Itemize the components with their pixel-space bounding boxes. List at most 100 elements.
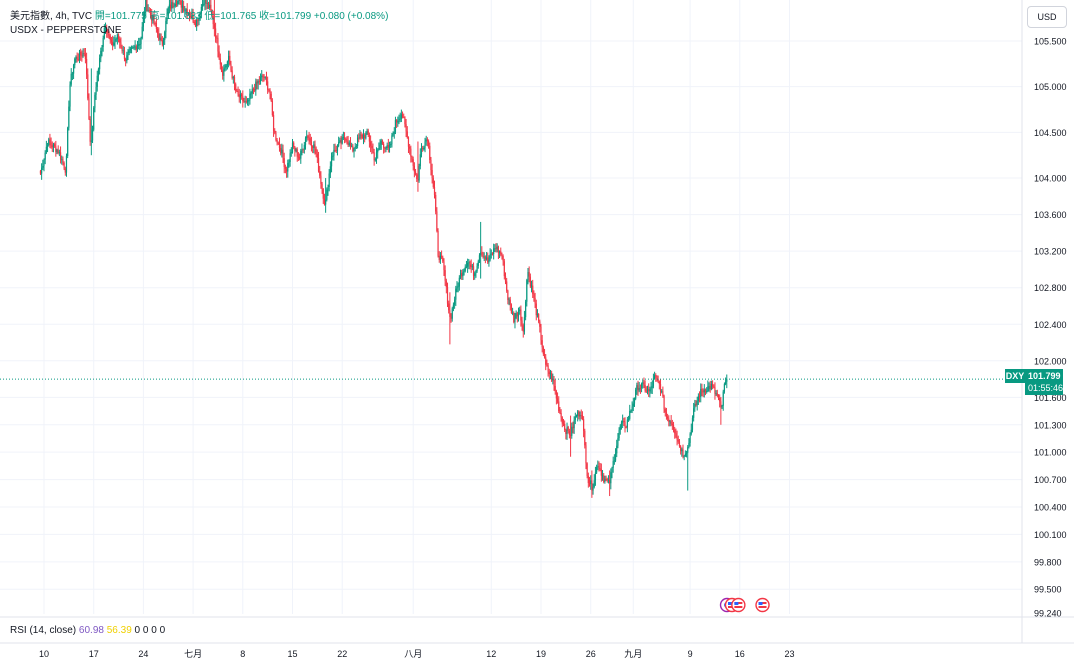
candle-up	[577, 411, 579, 416]
candle-down	[598, 466, 600, 469]
candle-up	[255, 81, 257, 91]
price-tick-label: 99.240	[1034, 609, 1062, 619]
candle-up	[341, 137, 343, 144]
candle-down	[509, 299, 511, 305]
candle-up	[377, 149, 379, 153]
candle-down	[161, 40, 163, 45]
candle-up	[246, 100, 249, 102]
candle-up	[127, 52, 129, 56]
candle-up	[327, 187, 329, 190]
candle-down	[407, 137, 410, 147]
candle-up	[342, 137, 344, 139]
candle-up	[162, 40, 165, 45]
price-axis[interactable]: 105.500 105.000 104.500 104.000 103.600 103.2…	[1034, 37, 1067, 619]
candle-down	[219, 58, 221, 65]
candle-down	[510, 304, 513, 313]
candle-up	[706, 390, 708, 392]
candle-down	[513, 312, 515, 323]
candle-up	[386, 144, 388, 149]
candle-up	[703, 389, 705, 393]
candle-up	[328, 173, 330, 188]
candle-down	[521, 320, 523, 326]
candle-up	[463, 270, 465, 272]
time-axis[interactable]: 10 17 24 七月 8 15 22 八月 12 19 26 九月 9 16 23	[39, 649, 795, 659]
candle-down	[236, 90, 238, 92]
candle-up	[330, 156, 333, 167]
candle-down	[149, 10, 152, 15]
symbol-label[interactable]: 美元指數, 4h, TVC	[10, 11, 93, 22]
candle-up	[48, 139, 50, 145]
candle-down	[299, 157, 301, 159]
candle-up	[597, 466, 599, 468]
candle-up	[184, 9, 186, 11]
candle-down	[698, 396, 701, 398]
candle-down	[643, 382, 645, 385]
candle-down	[370, 141, 372, 146]
candle-up	[400, 114, 402, 119]
price-tick-label: 103.200	[1034, 247, 1067, 257]
candle-down	[63, 162, 65, 169]
candle-down	[410, 148, 412, 157]
candle-up	[174, 4, 176, 6]
candle-down	[559, 411, 561, 414]
candle-down	[88, 98, 90, 119]
candle-down	[587, 475, 589, 484]
candle-down	[564, 423, 566, 430]
candle-up	[329, 166, 331, 174]
candle-down	[561, 417, 563, 424]
candle-up	[707, 386, 709, 391]
candle-down	[284, 166, 286, 169]
candle-down	[170, 4, 172, 9]
candle-up	[94, 94, 96, 108]
time-tick-label: 19	[536, 649, 546, 659]
candle-down	[373, 152, 375, 161]
candle-up	[145, 0, 147, 12]
candle-down	[671, 423, 673, 426]
candle-up	[355, 145, 357, 147]
candle-down	[80, 51, 82, 56]
candle-up	[129, 48, 131, 51]
candle-down	[656, 376, 658, 380]
candle-down	[648, 388, 650, 392]
candle-up	[362, 134, 365, 138]
price-tick-label: 102.800	[1034, 283, 1067, 293]
currency-button[interactable]: USD	[1027, 6, 1067, 28]
candle-up	[261, 75, 263, 78]
candle-up	[394, 120, 397, 132]
candle-up	[42, 165, 44, 168]
candle-down	[361, 134, 363, 138]
candle-down	[235, 84, 237, 91]
candle-up	[159, 37, 161, 40]
candle-down	[87, 74, 89, 99]
us-flag-icon[interactable]	[731, 597, 746, 613]
candle-up	[97, 69, 100, 76]
candle-down	[283, 158, 285, 167]
event-markers[interactable]	[719, 597, 770, 613]
candle-down	[51, 145, 53, 148]
candle-down	[229, 55, 231, 65]
rsi-legend[interactable]: RSI (14, close) 60.98 56.39 0 0 0 0	[10, 625, 165, 636]
candle-down	[522, 325, 524, 332]
candle-up	[590, 480, 592, 485]
candle-down	[272, 115, 275, 131]
candle-down	[469, 262, 471, 265]
candle-up	[99, 58, 101, 70]
us-flag-icon[interactable]	[755, 597, 770, 613]
candle-down	[308, 137, 310, 139]
candle-up	[354, 146, 356, 149]
candle-down	[334, 149, 336, 151]
candle-up	[288, 161, 290, 164]
candle-down	[108, 33, 110, 36]
candle-up	[478, 255, 481, 262]
candle-up	[257, 81, 259, 84]
candle-down	[238, 94, 240, 98]
candle-down	[157, 28, 159, 34]
candle-up	[640, 383, 643, 388]
price-tick-label: 100.100	[1034, 530, 1067, 540]
candle-down	[433, 186, 436, 195]
candle-up	[374, 159, 376, 161]
candle-down	[426, 139, 428, 142]
candle-up	[101, 46, 103, 51]
candle-down	[315, 148, 317, 154]
